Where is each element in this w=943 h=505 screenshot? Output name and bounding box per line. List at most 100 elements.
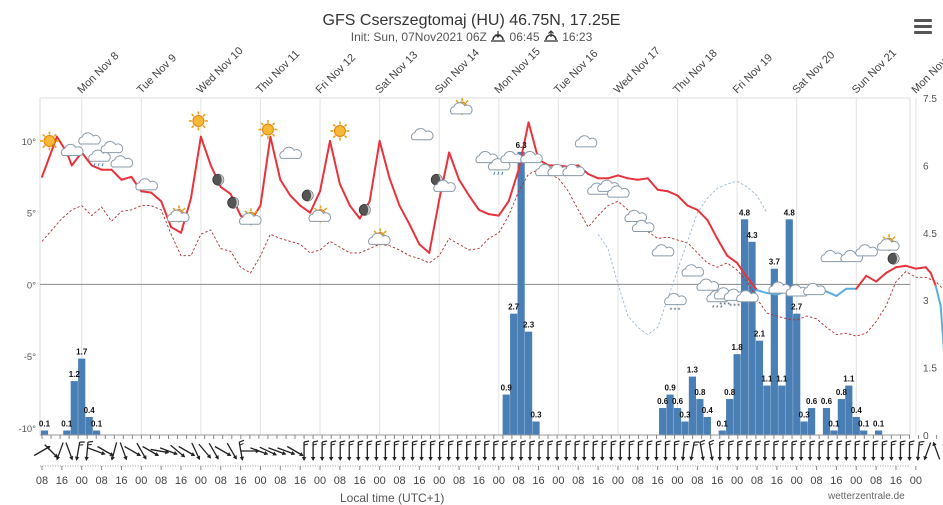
hour-label: 16 xyxy=(294,475,306,487)
wind-flag xyxy=(737,440,743,443)
dewpoint-line xyxy=(41,169,943,337)
precip-bar xyxy=(70,381,78,435)
temperature-segment xyxy=(924,266,932,274)
wind-flag xyxy=(367,440,373,443)
wind-flag xyxy=(511,440,518,443)
temperature-segment xyxy=(527,121,540,161)
wind-flag xyxy=(331,443,336,446)
wind-arrowhead xyxy=(735,457,741,461)
wind-arrowhead xyxy=(383,457,388,461)
wind-arrowhead xyxy=(771,457,777,461)
temperature-segment xyxy=(626,177,639,181)
cloud-icon xyxy=(135,178,158,191)
precip-bar xyxy=(748,241,756,435)
sun-ray xyxy=(254,210,258,214)
wind-barb xyxy=(889,440,897,461)
moon-light xyxy=(307,190,314,202)
wind-barb xyxy=(110,442,118,461)
cloud-shape xyxy=(631,219,655,232)
wind-barb xyxy=(365,440,373,461)
hamburger-menu-icon[interactable] xyxy=(914,19,932,34)
temperature-segment xyxy=(865,274,878,283)
precip-bar xyxy=(718,430,726,435)
cloud-shape xyxy=(433,179,456,192)
precip-label: 0.1 xyxy=(858,420,870,429)
moon-light xyxy=(364,204,371,216)
temperature-segment xyxy=(170,226,183,234)
wind-flag xyxy=(502,443,507,446)
wind-arrowhead xyxy=(473,457,478,461)
wind-arrowhead xyxy=(356,457,361,461)
precip-bar xyxy=(532,421,540,435)
cloud-shape xyxy=(520,151,543,164)
wind-barb xyxy=(198,443,212,459)
precip-label: 0.9 xyxy=(665,384,677,393)
wind-arrowhead xyxy=(680,456,686,461)
wind-barb xyxy=(268,447,287,456)
wind-barb xyxy=(214,445,232,457)
hour-label: 08 xyxy=(632,475,644,487)
wind-arrowhead xyxy=(572,457,578,461)
temperature-segment xyxy=(929,271,937,287)
sun-ray xyxy=(343,123,348,127)
wind-arrowhead xyxy=(609,457,614,461)
wind-barb xyxy=(455,440,463,461)
wind-flag xyxy=(656,443,661,446)
temperature-segment xyxy=(468,194,480,211)
wind-barb xyxy=(178,445,196,457)
wind-flag xyxy=(782,440,789,443)
wind-arrowhead xyxy=(798,457,804,461)
temperature-segment xyxy=(825,290,838,297)
credit-text[interactable]: wetterzentrale.de xyxy=(828,491,905,502)
wind-flag xyxy=(800,443,806,446)
temperature-segment xyxy=(477,208,490,216)
temperature-segment xyxy=(726,254,739,264)
temperature-segment xyxy=(398,204,411,226)
wind-flag xyxy=(484,443,489,446)
wind-arrowhead xyxy=(700,456,705,461)
precip-bar xyxy=(726,399,734,435)
sun-icon xyxy=(258,120,278,140)
wind-flag xyxy=(484,440,490,443)
sunrise-time: 06:45 xyxy=(509,30,540,44)
wind-arrowhead xyxy=(491,457,497,461)
wind-barb xyxy=(328,440,337,461)
hour-label: 16 xyxy=(652,475,664,487)
hour-label: 16 xyxy=(115,475,127,487)
temperature-segment xyxy=(80,151,93,167)
wind-flag xyxy=(719,443,724,446)
hour-label: 16 xyxy=(56,475,68,487)
wind-barb xyxy=(392,440,400,461)
wind-flag xyxy=(855,443,860,446)
wind-barb xyxy=(536,440,545,461)
wind-flag xyxy=(376,443,381,446)
wind-arrowhead xyxy=(173,450,178,456)
wind-arrowhead xyxy=(780,457,786,461)
day-label: Sat Nov 20 xyxy=(790,49,837,96)
wind-flag xyxy=(728,443,733,446)
wind-flag xyxy=(565,443,571,446)
cloud-icon xyxy=(410,128,434,141)
wind-barb xyxy=(915,440,925,461)
wind-flag xyxy=(764,443,770,446)
cloud-shape xyxy=(664,292,687,306)
wind-arrowhead xyxy=(807,457,813,461)
wind-flag xyxy=(403,443,408,446)
precip-label: 0.1 xyxy=(828,420,840,429)
day-label: Wed Nov 17 xyxy=(612,45,663,96)
sun-ray xyxy=(260,133,264,137)
wind-flag xyxy=(87,440,94,443)
hour-label: 00 xyxy=(374,475,386,487)
wind-flag xyxy=(918,443,924,446)
temperature-segment xyxy=(686,204,699,211)
sun-ray xyxy=(332,123,336,127)
hour-label: 16 xyxy=(354,475,366,487)
precip-label: 0.1 xyxy=(61,420,73,429)
wind-barb xyxy=(744,440,752,461)
moon-icon xyxy=(301,189,314,202)
wind-barb xyxy=(119,442,128,461)
precip-label: 1.2 xyxy=(69,370,81,379)
wind-arrowhead xyxy=(419,457,424,461)
temperature-segment xyxy=(666,190,679,197)
wind-arrowhead xyxy=(762,457,768,461)
